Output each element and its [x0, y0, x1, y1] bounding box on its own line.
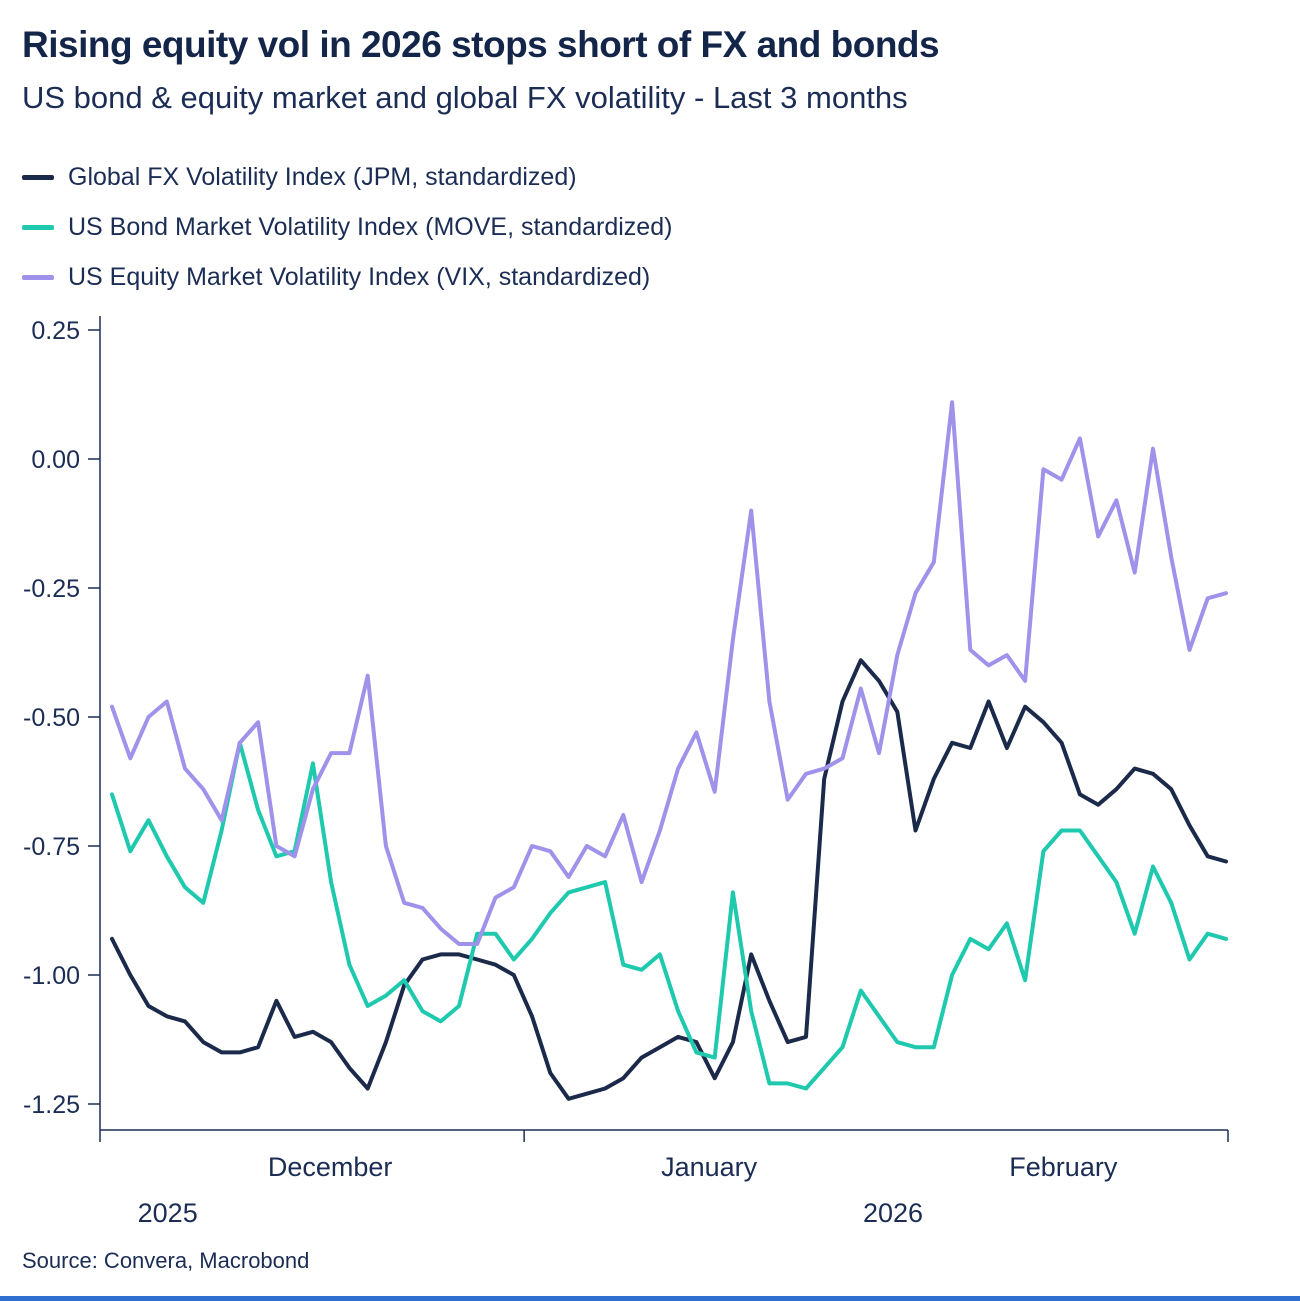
legend-item-move: US Bond Market Volatility Index (MOVE, s… — [22, 202, 672, 252]
y-axis-tick-label: 0.00 — [31, 446, 80, 474]
series-line-fx — [110, 658, 1228, 1101]
legend-item-fx: Global FX Volatility Index (JPM, standar… — [22, 152, 672, 202]
y-axis-tick-label: -0.75 — [23, 833, 80, 861]
series-line-vix — [110, 400, 1228, 946]
fx-line-swatch-icon — [22, 174, 54, 180]
x-axis-month-label: December — [268, 1152, 393, 1182]
x-axis: December January February 2025 2026 — [99, 1129, 1229, 1228]
legend-label-vix: US Equity Market Volatility Index (VIX, … — [68, 262, 651, 291]
x-axis-month-label: February — [1009, 1152, 1118, 1182]
y-axis: 0.25 0.00 -0.25 -0.50 -0.75 -1.00 -1.25 — [23, 316, 101, 1130]
x-axis-year-label: 2026 — [863, 1198, 923, 1228]
chart-subtitle: US bond & equity market and global FX vo… — [22, 80, 908, 115]
move-line-swatch-icon — [22, 224, 54, 230]
legend-item-vix: US Equity Market Volatility Index (VIX, … — [22, 252, 672, 302]
y-axis-tick-label: -1.25 — [23, 1091, 80, 1119]
source-note: Source: Convera, Macrobond — [22, 1248, 310, 1273]
legend-label-move: US Bond Market Volatility Index (MOVE, s… — [68, 212, 673, 241]
bottom-accent-bar — [0, 1296, 1300, 1301]
series-line-move — [110, 740, 1228, 1091]
y-axis-tick-label: -0.25 — [23, 575, 80, 603]
legend-label-fx: Global FX Volatility Index (JPM, standar… — [68, 162, 577, 191]
vix-line-swatch-icon — [22, 274, 54, 280]
y-axis-tick-label: -1.00 — [23, 962, 80, 990]
y-axis-tick-label: 0.25 — [31, 317, 80, 345]
x-axis-year-label: 2025 — [138, 1198, 198, 1228]
x-axis-month-label: January — [661, 1152, 758, 1182]
y-axis-tick-label: -0.50 — [23, 704, 80, 732]
chart-title: Rising equity vol in 2026 stops short of… — [22, 24, 940, 65]
legend: Global FX Volatility Index (JPM, standar… — [22, 152, 672, 302]
